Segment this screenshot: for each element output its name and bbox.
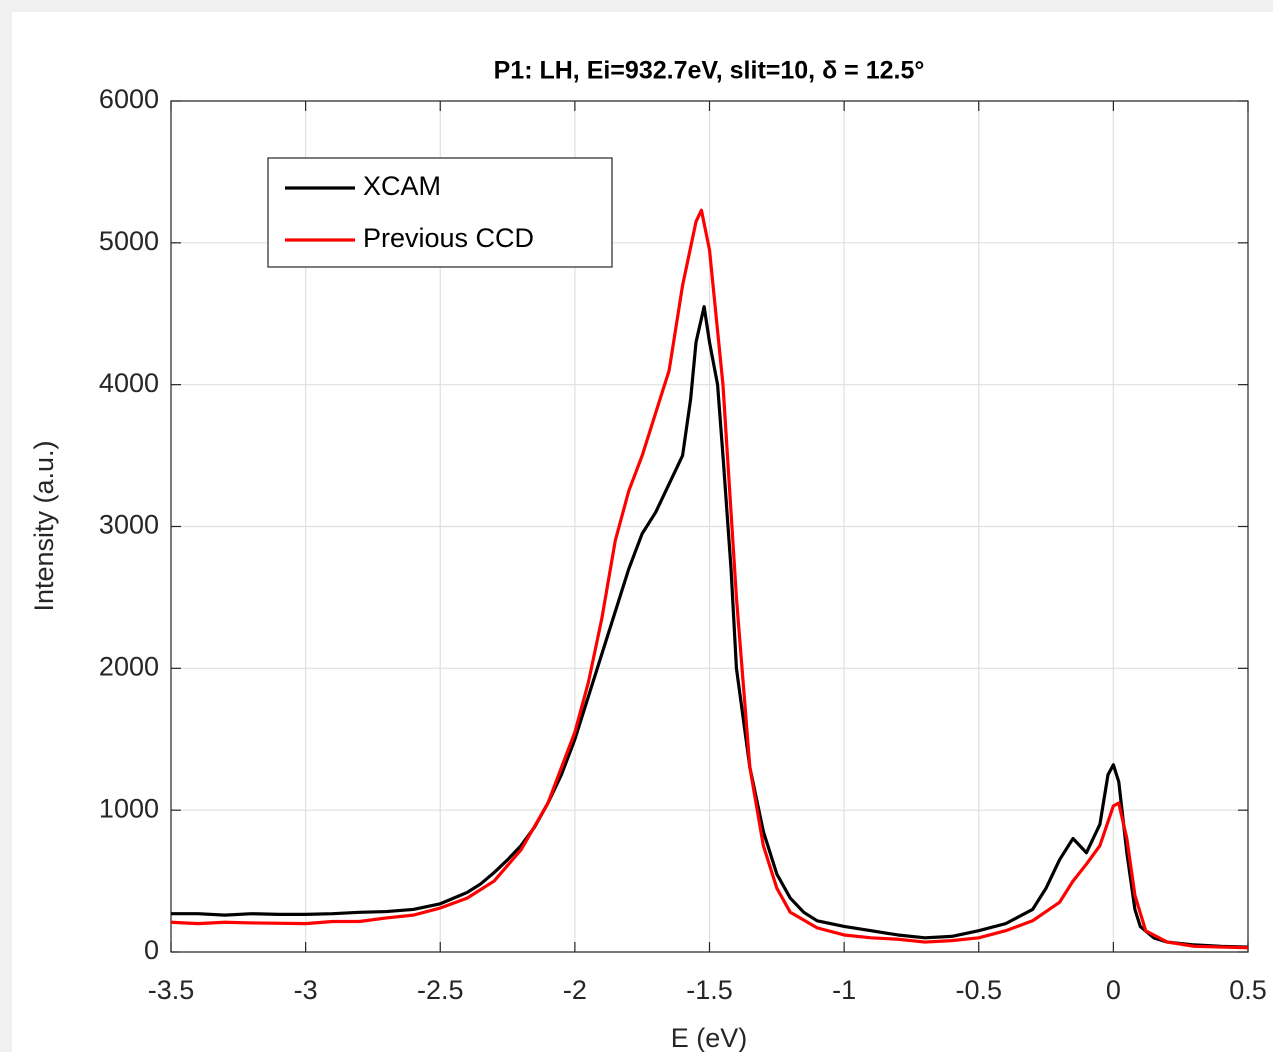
legend-label: Previous CCD [363, 223, 534, 253]
x-tick-label: -2 [563, 975, 587, 1005]
legend-label: XCAM [363, 171, 441, 201]
y-tick-label: 3000 [99, 510, 159, 540]
y-tick-label: 4000 [99, 368, 159, 398]
y-tick-label: 6000 [99, 84, 159, 114]
x-tick-label: -1 [832, 975, 856, 1005]
x-tick-label: -0.5 [955, 975, 1002, 1005]
y-tick-label: 2000 [99, 651, 159, 681]
series-line [171, 208, 1248, 950]
chart-title: P1: LH, Ei=932.7eV, slit=10, δ = 12.5° [494, 57, 925, 85]
series-line [171, 305, 1248, 949]
y-axis-label: Intensity (a.u.) [29, 440, 59, 611]
x-tick-label: 0.5 [1229, 975, 1267, 1005]
x-tick-label: 0 [1106, 975, 1121, 1005]
y-tick-label: 0 [144, 935, 159, 965]
legend-box [267, 157, 613, 268]
y-tick-label: 1000 [99, 793, 159, 823]
x-axis-label: E (eV) [671, 1023, 748, 1052]
x-tick-label: -3.5 [148, 975, 195, 1005]
x-tick-label: -2.5 [417, 975, 464, 1005]
y-tick-label: 5000 [99, 226, 159, 256]
x-tick-label: -1.5 [686, 975, 733, 1005]
x-tick-label: -3 [294, 975, 318, 1005]
